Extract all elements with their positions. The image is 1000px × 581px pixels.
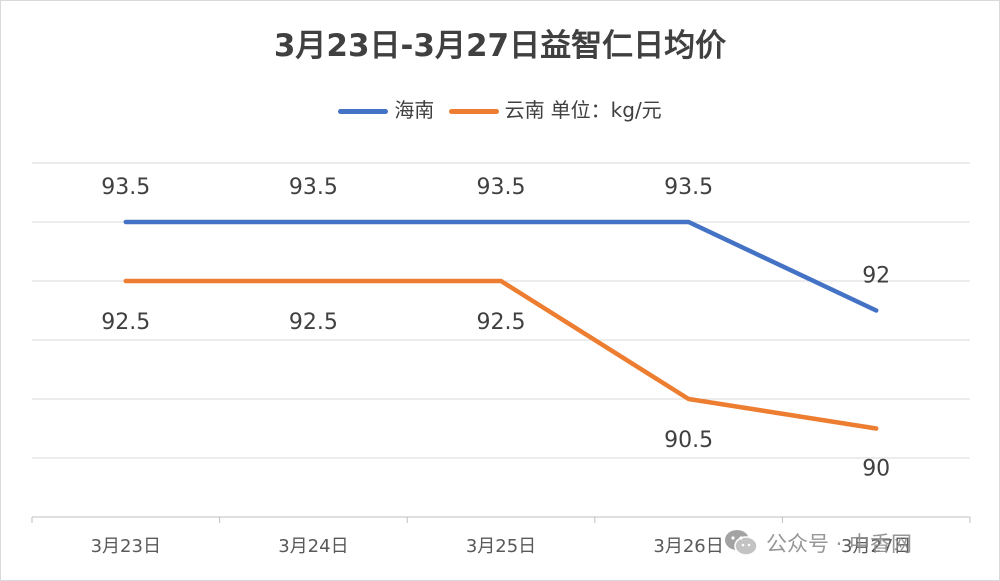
data-label: 93.5 xyxy=(664,175,713,200)
data-label: 92.5 xyxy=(289,310,338,335)
legend-swatch-yunnan xyxy=(448,109,499,114)
data-label: 92.5 xyxy=(477,310,526,335)
data-label: 93.5 xyxy=(101,175,150,200)
unit-label: 单位：kg/元 xyxy=(550,98,662,122)
wechat-icon xyxy=(725,530,758,556)
watermark-text: 公众号 · 中香网 xyxy=(766,532,913,556)
x-tick-label: 3月25日 xyxy=(466,536,536,557)
data-label: 90 xyxy=(862,457,890,482)
data-label: 92 xyxy=(862,264,890,289)
legend-item-hainan: 海南 xyxy=(338,94,434,123)
chart-title: 3月23日-3月27日益智仁日均价 xyxy=(273,28,727,64)
data-label: 92.5 xyxy=(101,310,150,335)
data-label: 90.5 xyxy=(664,428,713,453)
x-tick-label: 3月27日 xyxy=(841,536,911,557)
legend-item-yunnan: 云南 单位：kg/元 xyxy=(448,94,662,123)
legend-swatch-hainan xyxy=(338,109,389,114)
data-label: 93.5 xyxy=(477,175,526,200)
legend-label-yunnan: 云南 xyxy=(504,98,545,122)
series-line-yunnan xyxy=(123,278,879,431)
data-label: 93.5 xyxy=(289,175,338,200)
watermark: 公众号 · 中香网 xyxy=(724,527,912,559)
x-tick-label: 3月26日 xyxy=(653,536,723,557)
chart-legend: 海南 云南 单位：kg/元 xyxy=(0,94,1000,123)
series-line-hainan xyxy=(123,219,879,313)
x-tick-label: 3月24日 xyxy=(278,536,348,557)
x-tick-label: 3月23日 xyxy=(91,536,161,557)
legend-label-hainan: 海南 xyxy=(394,98,435,122)
